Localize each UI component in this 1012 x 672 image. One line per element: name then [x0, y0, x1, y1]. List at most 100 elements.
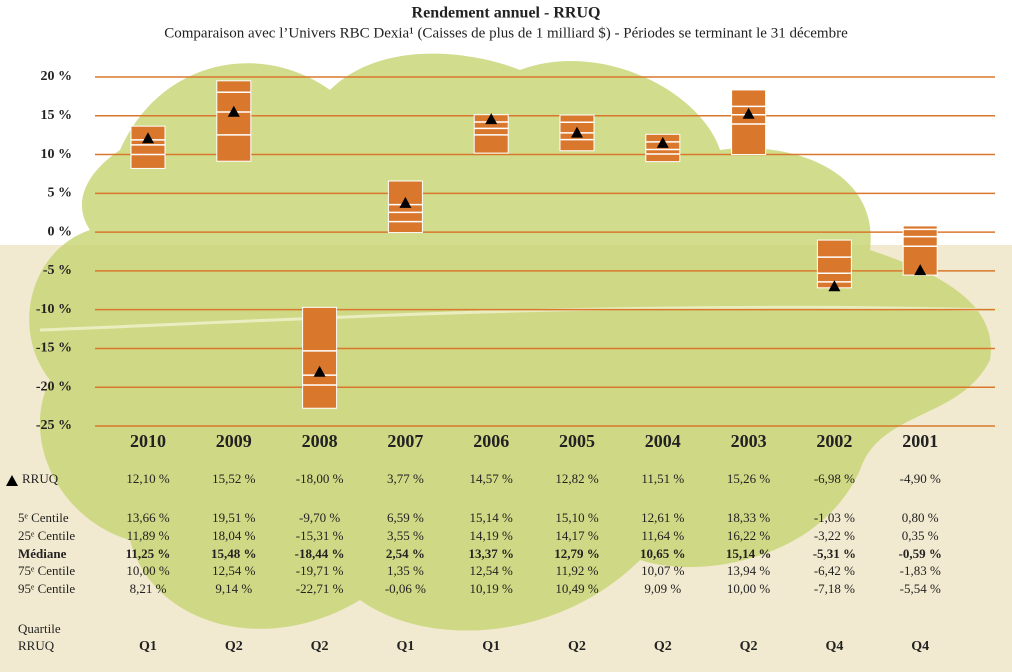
table-cell: 0,80 % [902, 510, 939, 525]
quartile-cell: Q1 [139, 639, 157, 654]
row-label: RRUQ [18, 638, 55, 653]
y-tick-label: -10 % [36, 302, 72, 317]
table-cell: 13,37 % [468, 546, 514, 561]
table-cell: 10,00 % [727, 581, 771, 596]
table-cell: -6,42 % [814, 563, 855, 578]
table-cell: -6,98 % [814, 471, 855, 486]
quartile-cell: Q4 [825, 639, 843, 654]
table-cell: 13,66 % [126, 510, 170, 525]
table-cell: 9,14 % [215, 581, 252, 596]
x-tick-label: 2009 [216, 431, 252, 451]
y-tick-label: -15 % [36, 341, 72, 356]
table-cell: 3,55 % [387, 528, 424, 543]
table-cell: -1,83 % [900, 563, 941, 578]
quartile-cell: Q1 [482, 639, 500, 654]
table-cell: -19,71 % [296, 563, 344, 578]
table-cell: 12,10 % [126, 471, 170, 486]
table-cell: 15,10 % [555, 510, 599, 525]
table-cell: 16,22 % [727, 528, 771, 543]
table-cell: -3,22 % [814, 528, 855, 543]
y-tick-label: 0 % [48, 224, 73, 239]
x-tick-label: 2007 [387, 431, 423, 451]
table-cell: 15,14 % [470, 510, 514, 525]
table-cell: 2,54 % [386, 546, 425, 561]
y-tick-label: 20 % [41, 69, 73, 84]
table-cell: 11,51 % [641, 471, 684, 486]
table-cell: 14,57 % [470, 471, 514, 486]
table-cell: -9,70 % [299, 510, 340, 525]
x-tick-label: 2005 [559, 431, 595, 451]
x-tick-label: 2008 [302, 431, 338, 451]
x-tick-label: 2006 [473, 431, 509, 451]
row-label: 95ᵉ Centile [18, 581, 75, 596]
table-cell: 12,79 % [554, 546, 600, 561]
table-cell: 15,26 % [727, 471, 771, 486]
table-cell: 10,19 % [470, 581, 514, 596]
table-cell: 12,61 % [641, 510, 685, 525]
table-cell: 15,48 % [211, 546, 257, 561]
quartile-cell: Q1 [396, 639, 414, 654]
quartile-cell: Q2 [568, 639, 586, 654]
table-cell: 10,07 % [641, 563, 685, 578]
chart: Rendement annuel - RRUQ Comparaison avec… [0, 0, 1012, 672]
table-cell: 10,65 % [640, 546, 686, 561]
table-cell: 11,89 % [127, 528, 170, 543]
x-tick-label: 2004 [645, 431, 681, 451]
table-cell: -15,31 % [296, 528, 344, 543]
table-cell: 10,49 % [555, 581, 599, 596]
table-cell: 19,51 % [212, 510, 256, 525]
y-tick-label: -5 % [43, 263, 72, 278]
chart-title: Rendement annuel - RRUQ [412, 5, 601, 22]
x-tick-label: 2002 [816, 431, 852, 451]
table-cell: -0,59 % [899, 546, 942, 561]
table-cell: 1,35 % [387, 563, 424, 578]
y-tick-label: -25 % [36, 418, 72, 433]
table-cell: -18,00 % [296, 471, 344, 486]
row-label: 75ᵉ Centile [18, 563, 75, 578]
quartile-cell: Q2 [225, 639, 243, 654]
percentile-box [732, 90, 766, 155]
table-cell: 11,64 % [641, 528, 684, 543]
x-tick-label: 2001 [902, 431, 938, 451]
quartile-cell: Q4 [911, 639, 929, 654]
table-cell: 13,94 % [727, 563, 771, 578]
table-cell: -4,90 % [900, 471, 941, 486]
percentile-box [303, 307, 337, 408]
table-cell: 11,25 % [126, 546, 171, 561]
table-cell: 15,52 % [212, 471, 256, 486]
y-tick-label: -20 % [36, 379, 72, 394]
table-cell: -0,06 % [385, 581, 426, 596]
row-label: 5ᵉ Centile [18, 510, 69, 525]
table-cell: 12,82 % [555, 471, 599, 486]
y-tick-label: 10 % [41, 147, 73, 162]
table-cell: 14,17 % [555, 528, 599, 543]
table-cell: -1,03 % [814, 510, 855, 525]
table-cell: 11,92 % [556, 563, 599, 578]
table-cell: 12,54 % [470, 563, 514, 578]
table-cell: -18,44 % [295, 546, 345, 561]
table-cell: 10,00 % [126, 563, 170, 578]
y-tick-label: 5 % [48, 186, 73, 201]
y-tick-label: 15 % [41, 108, 73, 123]
table-cell: -7,18 % [814, 581, 855, 596]
table-cell: 6,59 % [387, 510, 424, 525]
row-label: Médiane [18, 546, 67, 561]
table-cell: 15,14 % [726, 546, 772, 561]
table-cell: 9,09 % [644, 581, 681, 596]
quartile-cell: Q2 [740, 639, 758, 654]
table-cell: 14,19 % [470, 528, 514, 543]
table-cell: -5,31 % [813, 546, 856, 561]
table-cell: 18,04 % [212, 528, 256, 543]
quartile-cell: Q2 [311, 639, 329, 654]
x-tick-label: 2010 [130, 431, 166, 451]
chart-subtitle: Comparaison avec l’Univers RBC Dexia¹ (C… [164, 25, 848, 41]
table-cell: -22,71 % [296, 581, 344, 596]
table-cell: 0,35 % [902, 528, 939, 543]
quartile-cell: Q2 [654, 639, 672, 654]
table-cell: 3,77 % [387, 471, 424, 486]
row-label: RRUQ [22, 471, 59, 486]
row-label: 25ᵉ Centile [18, 528, 75, 543]
row-label: Quartile [18, 621, 61, 636]
table-cell: 18,33 % [727, 510, 771, 525]
table-cell: 12,54 % [212, 563, 256, 578]
